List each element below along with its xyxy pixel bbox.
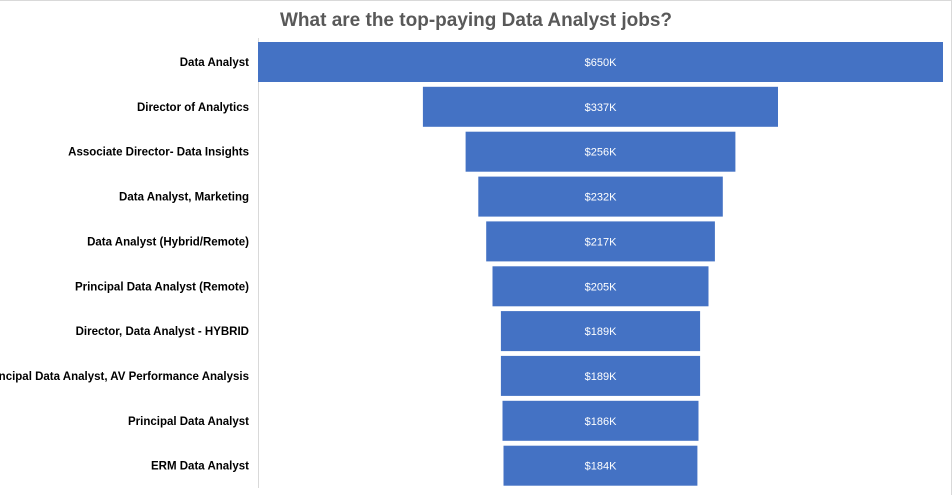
value-label: $232K [585, 192, 617, 204]
value-label: $189K [585, 326, 617, 338]
category-label: Director of Analytics [137, 102, 249, 114]
value-label: $217K [585, 236, 617, 248]
funnel-bar [503, 445, 698, 486]
category-label: Principal Data Analyst [128, 416, 249, 428]
funnel-bar [478, 176, 723, 217]
value-label: $205K [585, 281, 617, 293]
funnel-bar [258, 42, 943, 82]
value-label: $650K [585, 57, 617, 69]
category-label: Data Analyst (Hybrid/Remote) [87, 236, 249, 248]
value-labels-layer: $650K $337K $256K $232K $217K $205K $189K $189K… [585, 57, 617, 473]
funnel-bar [465, 131, 736, 172]
bars-layer [258, 42, 943, 486]
funnel-bar [422, 86, 778, 127]
funnel-bar [502, 400, 699, 441]
category-labels-layer: Data Analyst Director of Analytics Associa… [0, 57, 249, 473]
category-label: Associate Director- Data Insights [68, 147, 249, 159]
value-label: $186K [585, 416, 617, 428]
category-label: Principal Data Analyst, AV Performance A… [0, 371, 249, 383]
category-label: Data Analyst [180, 57, 249, 69]
category-label: Principal Data Analyst (Remote) [75, 281, 249, 293]
funnel-bar [486, 221, 715, 262]
value-label: $184K [585, 461, 617, 473]
category-label: Director, Data Analyst - HYBRID [76, 326, 249, 338]
funnel-bar [492, 266, 709, 307]
funnel-bar [500, 355, 701, 396]
value-label: $337K [585, 102, 617, 114]
value-label: $189K [585, 371, 617, 383]
category-label: Data Analyst, Marketing [119, 192, 249, 204]
category-label: ERM Data Analyst [151, 461, 249, 473]
funnel-bar [500, 311, 701, 352]
chart-title: What are the top-paying Data Analyst job… [280, 10, 672, 31]
value-label: $256K [585, 147, 617, 159]
